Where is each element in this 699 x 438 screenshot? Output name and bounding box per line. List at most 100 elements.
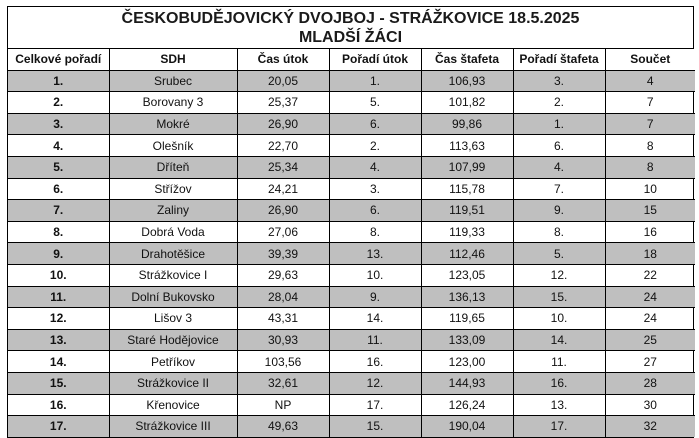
total-cell: 24 bbox=[604, 307, 695, 330]
team-cell: Petříkov bbox=[108, 350, 238, 373]
header-rank: Celkové pořadí bbox=[8, 49, 110, 71]
table-row: 15. Strážkovice II 32,61 12. 144,93 16. 28 bbox=[8, 371, 695, 395]
total-cell: 16 bbox=[604, 220, 695, 244]
team-cell: Lišov 3 bbox=[108, 307, 238, 330]
team-cell: Srubec bbox=[108, 69, 238, 93]
attack-rank-cell: 2. bbox=[328, 134, 422, 157]
relay-time-cell: 119,33 bbox=[420, 220, 514, 244]
attack-rank-cell: 4. bbox=[328, 155, 422, 179]
attack-time-cell: 49,63 bbox=[236, 415, 330, 437]
rank-cell: 6. bbox=[8, 177, 110, 201]
table-row: 10. Strážkovice I 29,63 10. 123,05 12. 22 bbox=[8, 263, 695, 287]
attack-time-cell: 20,05 bbox=[236, 69, 330, 93]
rank-cell: 10. bbox=[8, 263, 110, 287]
attack-rank-cell: 15. bbox=[328, 415, 422, 437]
results-sheet: ČESKOBUDĚJOVICKÝ DVOJBOJ - STRÁŽKOVICE 1… bbox=[7, 6, 695, 438]
relay-time-cell: 123,05 bbox=[420, 263, 514, 287]
relay-time-cell: 119,51 bbox=[420, 199, 514, 222]
total-cell: 8 bbox=[604, 134, 695, 157]
team-cell: Strážkovice III bbox=[108, 415, 238, 437]
relay-rank-cell: 10. bbox=[512, 307, 606, 330]
attack-rank-cell: 14. bbox=[328, 307, 422, 330]
rank-cell: 17. bbox=[8, 415, 110, 437]
total-cell: 4 bbox=[604, 69, 695, 93]
rank-cell: 2. bbox=[8, 91, 110, 114]
rank-cell: 13. bbox=[8, 328, 110, 352]
relay-time-cell: 123,00 bbox=[420, 350, 514, 373]
relay-time-cell: 136,13 bbox=[420, 285, 514, 309]
table-row: 17. Strážkovice III 49,63 15. 190,04 17. 32 bbox=[8, 415, 695, 437]
relay-rank-cell: 13. bbox=[512, 393, 606, 417]
total-cell: 7 bbox=[604, 112, 695, 136]
header-total: Součet bbox=[604, 49, 695, 71]
table-row: 14. Petříkov 103,56 16. 123,00 11. 27 bbox=[8, 350, 695, 373]
attack-time-cell: 25,34 bbox=[236, 155, 330, 179]
title-block: ČESKOBUDĚJOVICKÝ DVOJBOJ - STRÁŽKOVICE 1… bbox=[8, 7, 693, 49]
team-cell: Křenovice bbox=[108, 393, 238, 417]
attack-rank-cell: 17. bbox=[328, 393, 422, 417]
relay-rank-cell: 9. bbox=[512, 199, 606, 222]
attack-rank-cell: 10. bbox=[328, 263, 422, 287]
relay-rank-cell: 1. bbox=[512, 112, 606, 136]
table-row: 3. Mokré 26,90 6. 99,86 1. 7 bbox=[8, 112, 695, 136]
header-relay-time: Čas štafeta bbox=[420, 49, 514, 71]
table-row: 2. Borovany 3 25,37 5. 101,82 2. 7 bbox=[8, 91, 695, 114]
relay-rank-cell: 14. bbox=[512, 328, 606, 352]
attack-time-cell: 28,04 bbox=[236, 285, 330, 309]
rank-cell: 4. bbox=[8, 134, 110, 157]
relay-time-cell: 113,63 bbox=[420, 134, 514, 157]
attack-time-cell: 29,63 bbox=[236, 263, 330, 287]
rank-cell: 11. bbox=[8, 285, 110, 309]
rank-cell: 3. bbox=[8, 112, 110, 136]
total-cell: 18 bbox=[604, 242, 695, 265]
table-row: 12. Lišov 3 43,31 14. 119,65 10. 24 bbox=[8, 307, 695, 330]
attack-rank-cell: 3. bbox=[328, 177, 422, 201]
relay-rank-cell: 3. bbox=[512, 69, 606, 93]
attack-time-cell: 32,61 bbox=[236, 371, 330, 395]
attack-rank-cell: 8. bbox=[328, 220, 422, 244]
total-cell: 30 bbox=[604, 393, 695, 417]
relay-rank-cell: 2. bbox=[512, 91, 606, 114]
relay-rank-cell: 7. bbox=[512, 177, 606, 201]
rank-cell: 7. bbox=[8, 199, 110, 222]
attack-time-cell: 26,90 bbox=[236, 199, 330, 222]
team-cell: Mokré bbox=[108, 112, 238, 136]
rank-cell: 16. bbox=[8, 393, 110, 417]
attack-time-cell: 25,37 bbox=[236, 91, 330, 114]
rank-cell: 9. bbox=[8, 242, 110, 265]
relay-time-cell: 99,86 bbox=[420, 112, 514, 136]
attack-time-cell: 43,31 bbox=[236, 307, 330, 330]
attack-rank-cell: 6. bbox=[328, 112, 422, 136]
attack-rank-cell: 6. bbox=[328, 199, 422, 222]
table-row: 11. Dolní Bukovsko 28,04 9. 136,13 15. 24 bbox=[8, 285, 695, 309]
team-cell: Strážkovice I bbox=[108, 263, 238, 287]
attack-time-cell: 30,93 bbox=[236, 328, 330, 352]
relay-time-cell: 144,93 bbox=[420, 371, 514, 395]
team-cell: Střížov bbox=[108, 177, 238, 201]
relay-time-cell: 106,93 bbox=[420, 69, 514, 93]
rank-cell: 12. bbox=[8, 307, 110, 330]
relay-rank-cell: 16. bbox=[512, 371, 606, 395]
total-cell: 22 bbox=[604, 263, 695, 287]
team-cell: Drahotěšice bbox=[108, 242, 238, 265]
attack-rank-cell: 12. bbox=[328, 371, 422, 395]
rank-cell: 15. bbox=[8, 371, 110, 395]
attack-rank-cell: 16. bbox=[328, 350, 422, 373]
table-row: 13. Staré Hodějovice 30,93 11. 133,09 14. 25 bbox=[8, 328, 695, 352]
relay-rank-cell: 6. bbox=[512, 134, 606, 157]
relay-time-cell: 119,65 bbox=[420, 307, 514, 330]
team-cell: Dolní Bukovsko bbox=[108, 285, 238, 309]
category-title: MLADŠÍ ŽÁCI bbox=[298, 28, 403, 46]
total-cell: 24 bbox=[604, 285, 695, 309]
relay-time-cell: 112,46 bbox=[420, 242, 514, 265]
total-cell: 10 bbox=[604, 177, 695, 201]
table-row: 1. Srubec 20,05 1. 106,93 3. 4 bbox=[8, 69, 695, 93]
total-cell: 25 bbox=[604, 328, 695, 352]
team-cell: Borovany 3 bbox=[108, 91, 238, 114]
total-cell: 27 bbox=[604, 350, 695, 373]
relay-time-cell: 126,24 bbox=[420, 393, 514, 417]
table-row: 9. Drahotěšice 39,39 13. 112,46 5. 18 bbox=[8, 242, 695, 265]
header-sdh: SDH bbox=[108, 49, 238, 71]
team-cell: Staré Hodějovice bbox=[108, 328, 238, 352]
attack-time-cell: 39,39 bbox=[236, 242, 330, 265]
